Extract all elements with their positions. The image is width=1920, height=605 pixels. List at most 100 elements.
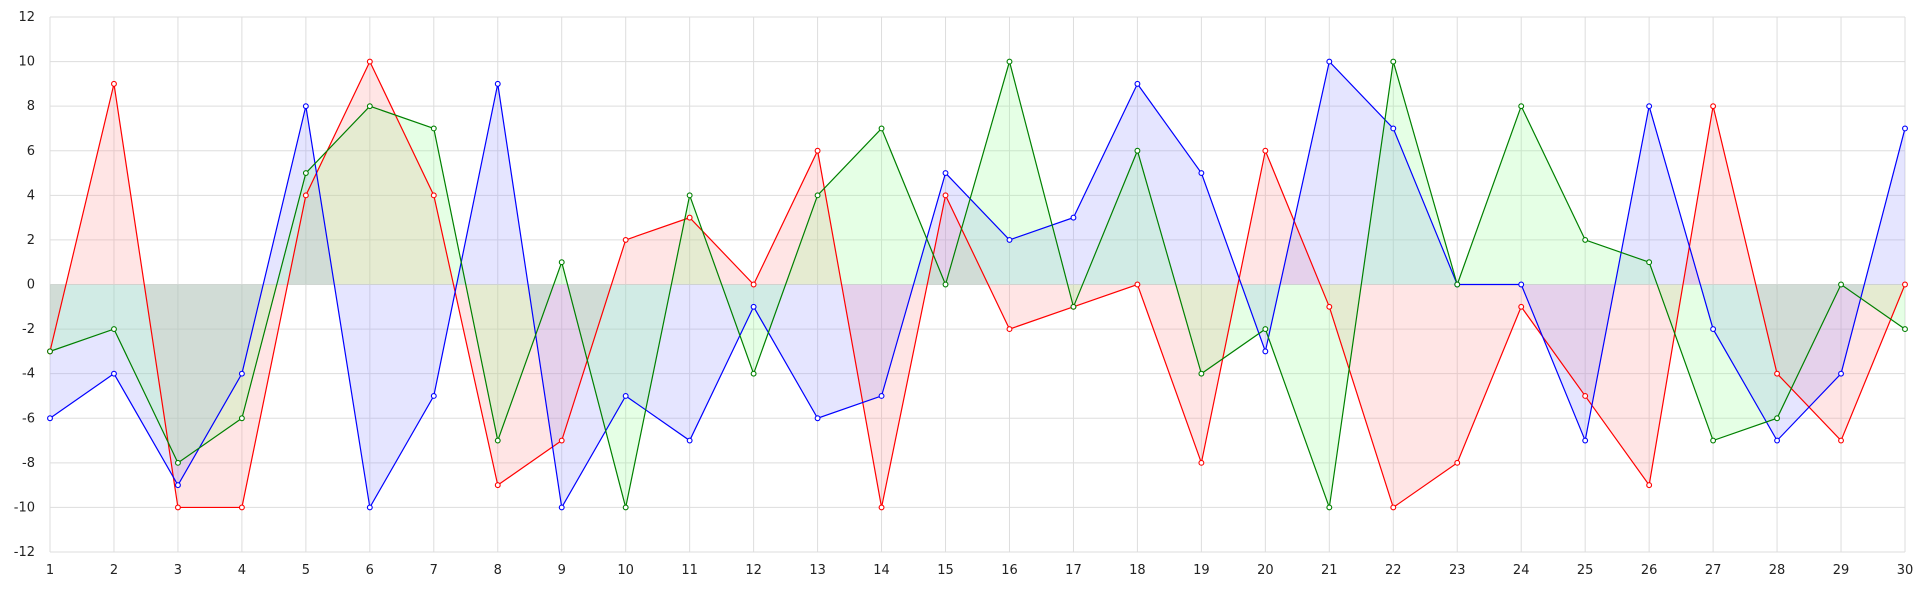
series-3-point: [1902, 326, 1908, 333]
series-2-point: [1838, 370, 1844, 377]
series-1-point: [1902, 281, 1908, 288]
series-2-point: [111, 370, 117, 377]
x-tick-label: 25: [1577, 563, 1594, 578]
series-1-point: [750, 281, 757, 288]
series-3-point: [1710, 437, 1717, 444]
series-3-point: [174, 459, 181, 466]
y-tick-label: 6: [27, 144, 35, 159]
series-2-area: [50, 61, 1905, 508]
series-3-point: [1390, 58, 1397, 65]
series-3-point: [238, 415, 245, 422]
series-2-point: [1006, 236, 1013, 243]
y-tick-label: 4: [27, 188, 35, 203]
series-2-point: [1198, 170, 1205, 176]
series-1-point: [1518, 303, 1525, 310]
series-1-point: [1838, 437, 1844, 444]
series-3-point: [1454, 281, 1461, 288]
x-axis-ticks: 1 2 3 4 5 6 7 8 9 10 11 12 13 14 15 16 17 18 19 20 21 22 23 24 2…: [46, 563, 1913, 578]
y-axis-ticks: -12 -10 -8 -6 -4 -2 0 2 4 6 8 10 12: [14, 10, 35, 560]
series-3-point: [622, 504, 629, 511]
series-2-line: [49, 60, 1906, 510]
series-2-point: [1326, 58, 1333, 65]
x-tick-label: 8: [494, 563, 502, 578]
y-tick-label: -2: [22, 322, 35, 337]
series-3-point: [686, 192, 693, 199]
y-tick-label: -4: [22, 367, 35, 382]
series-1-point: [111, 80, 117, 87]
series-points: [47, 58, 1908, 511]
x-tick-label: 22: [1385, 563, 1402, 578]
y-tick-label: -10: [14, 500, 35, 515]
series-2-point: [1070, 214, 1077, 221]
series-2-point: [366, 504, 373, 511]
y-tick-label: -12: [14, 545, 35, 560]
series-3-point: [302, 170, 309, 176]
series-2-point: [558, 504, 565, 511]
x-tick-label: 4: [238, 563, 246, 578]
y-tick-label: -8: [22, 456, 35, 471]
series-2-point: [1262, 348, 1269, 355]
series-1-point: [366, 58, 373, 65]
y-tick-label: 8: [27, 99, 35, 114]
series-3-point: [878, 125, 885, 132]
series-1-point: [430, 192, 437, 199]
series-1-point: [1006, 326, 1013, 333]
y-tick-label: -6: [22, 411, 35, 426]
x-tick-label: 30: [1897, 563, 1914, 578]
x-tick-label: 9: [558, 563, 566, 578]
x-tick-label: 28: [1769, 563, 1786, 578]
series-2-point: [238, 370, 245, 377]
series-1-point: [1198, 459, 1205, 466]
x-tick-label: 11: [681, 563, 698, 578]
series-1-point: [1774, 370, 1781, 377]
series-3-line: [49, 59, 1906, 508]
series-2-point: [1646, 103, 1653, 110]
series-1-point: [238, 504, 245, 511]
x-tick-label: 15: [937, 563, 954, 578]
series-3-point: [1838, 281, 1844, 288]
series-2-point: [686, 437, 693, 444]
series-3-point: [1518, 103, 1525, 110]
series-1-point: [1134, 281, 1141, 288]
series-3-point: [430, 125, 437, 132]
series-3-point: [1006, 58, 1013, 65]
x-tick-label: 10: [617, 563, 634, 578]
series-3-point: [47, 348, 53, 355]
series-3-point: [750, 370, 757, 377]
x-tick-label: 17: [1065, 563, 1082, 578]
series-2-point: [1710, 326, 1717, 333]
series-2-point: [1902, 125, 1908, 132]
series-1-point: [1646, 482, 1653, 489]
x-tick-label: 12: [745, 563, 762, 578]
series-3-point: [494, 437, 501, 444]
series-1-point: [1326, 303, 1333, 310]
x-tick-label: 6: [366, 563, 374, 578]
x-tick-label: 23: [1449, 563, 1466, 578]
series-3-point: [1582, 236, 1589, 243]
series-1-point: [1710, 103, 1717, 110]
series-fills: [50, 61, 1905, 508]
x-tick-label: 3: [174, 563, 182, 578]
series-1-point: [1582, 393, 1589, 399]
y-tick-label: 0: [27, 278, 35, 293]
series-1-point: [558, 437, 565, 444]
x-tick-label: 27: [1705, 563, 1722, 578]
series-1-point: [174, 504, 181, 511]
series-2-point: [1518, 281, 1525, 288]
series-lines: [49, 59, 1906, 510]
series-1-point: [686, 214, 693, 221]
series-2-point: [47, 415, 53, 422]
series-1-point: [878, 504, 885, 511]
series-2-point: [1582, 437, 1589, 444]
series-1-point: [622, 236, 629, 243]
series-2-point: [878, 393, 885, 399]
series-2-point: [942, 170, 949, 176]
series-3-area: [50, 61, 1905, 508]
series-2-point: [1390, 125, 1397, 132]
y-tick-label: 12: [18, 10, 35, 25]
series-1-point: [1454, 459, 1461, 466]
x-tick-label: 20: [1257, 563, 1274, 578]
y-tick-label: 2: [27, 233, 35, 248]
x-tick-label: 24: [1513, 563, 1530, 578]
